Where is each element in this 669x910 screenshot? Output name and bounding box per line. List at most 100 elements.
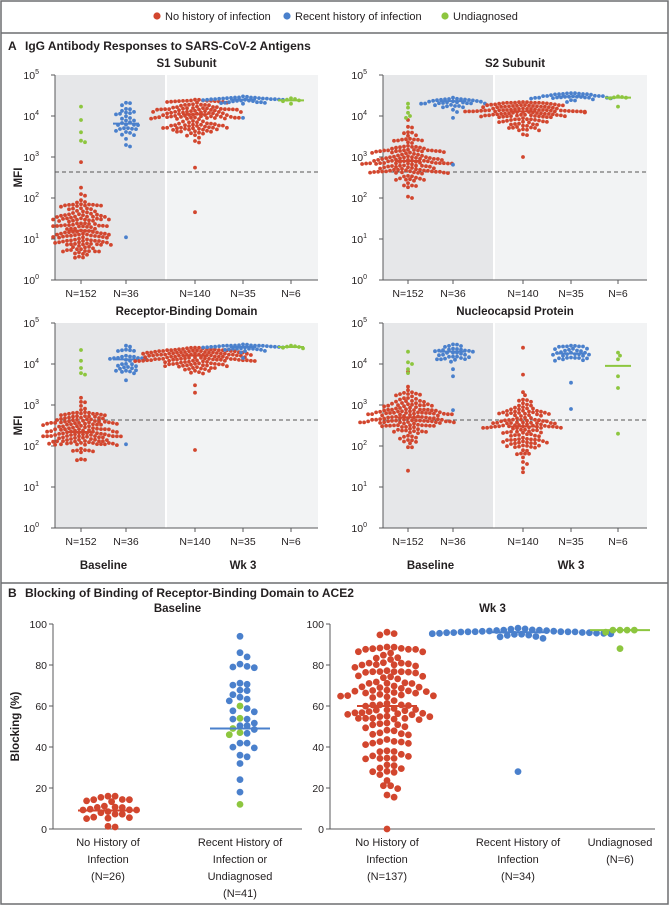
data-point — [539, 422, 543, 427]
data-point — [185, 133, 189, 138]
data-point — [365, 659, 373, 667]
data-point — [81, 209, 85, 214]
data-point — [424, 155, 428, 160]
data-point — [195, 365, 199, 369]
data-point — [501, 114, 505, 119]
data-point — [195, 124, 199, 128]
data-point — [75, 417, 79, 422]
data-point — [616, 645, 624, 652]
data-point — [187, 124, 191, 128]
data-point — [207, 350, 211, 355]
data-point — [511, 104, 515, 108]
plot-receptor-binding-domain: Receptor-Binding DomainMFI10010110210310… — [13, 306, 318, 572]
data-point — [438, 421, 442, 425]
data-point — [547, 112, 551, 116]
data-point — [432, 424, 436, 428]
data-point — [438, 169, 442, 174]
data-point — [483, 108, 487, 113]
data-point — [183, 350, 187, 354]
data-point — [499, 104, 503, 109]
data-point — [410, 162, 414, 167]
data-point — [165, 355, 170, 360]
data-point — [61, 234, 65, 239]
data-point — [75, 448, 79, 453]
data-point — [169, 348, 174, 353]
data-point — [132, 133, 136, 138]
data-point — [217, 354, 221, 359]
data-point — [67, 415, 71, 420]
data-point — [447, 347, 451, 352]
data-point — [221, 362, 225, 367]
data-point — [53, 421, 57, 425]
data-point — [430, 160, 434, 165]
data-point — [539, 111, 543, 116]
data-point — [71, 206, 75, 211]
data-point — [446, 412, 450, 417]
legend-marker-recent-history — [283, 12, 291, 20]
plot-nucleocapsid-protein: Nucleocapsid Protein100101102103104105N=… — [351, 306, 647, 572]
data-point — [77, 421, 81, 425]
data-point — [236, 693, 244, 701]
data-point — [410, 196, 414, 200]
data-point — [124, 343, 128, 348]
data-point — [380, 169, 384, 174]
data-point — [412, 662, 419, 670]
data-point — [378, 421, 382, 425]
data-point — [199, 355, 203, 360]
data-point — [525, 406, 529, 411]
data-point — [505, 430, 509, 435]
data-point — [93, 419, 97, 423]
data-point — [169, 114, 174, 119]
data-point — [575, 348, 579, 353]
data-point — [79, 408, 83, 412]
data-point — [455, 342, 459, 347]
data-point — [495, 112, 499, 117]
data-point — [77, 212, 81, 217]
data-point — [79, 395, 83, 400]
period-label-wk3: Wk 3 — [230, 560, 257, 572]
data-point — [97, 435, 101, 440]
data-point — [147, 353, 152, 358]
data-point — [541, 119, 545, 124]
data-point — [365, 708, 373, 715]
data-point — [77, 254, 81, 259]
data-point — [107, 420, 111, 425]
data-point — [517, 107, 521, 111]
y-tick-label: 105 — [23, 69, 39, 82]
data-point — [565, 91, 569, 96]
data-point — [111, 792, 119, 800]
data-point — [223, 358, 227, 363]
data-point — [236, 714, 244, 722]
data-point — [414, 391, 418, 396]
data-point — [51, 224, 55, 229]
data-point — [521, 132, 525, 137]
data-point — [412, 170, 416, 175]
data-point — [99, 231, 103, 236]
data-point — [61, 239, 65, 244]
data-point — [432, 166, 436, 171]
data-point — [159, 352, 164, 357]
data-point — [205, 363, 209, 368]
data-point — [597, 94, 601, 98]
data-point — [553, 92, 557, 97]
data-point — [189, 345, 193, 350]
data-point — [517, 403, 521, 408]
data-point — [414, 184, 418, 188]
data-point — [471, 349, 475, 354]
data-point — [515, 416, 519, 421]
data-point — [71, 425, 75, 430]
data-point — [201, 106, 205, 110]
data-point — [398, 397, 402, 402]
data-point — [83, 457, 87, 462]
data-point — [167, 107, 172, 112]
data-point — [362, 420, 366, 425]
data-point — [177, 108, 181, 113]
data-point — [171, 127, 176, 132]
data-point — [95, 242, 99, 247]
data-point — [507, 126, 511, 130]
data-point — [241, 94, 245, 99]
data-point — [416, 171, 420, 175]
data-point — [243, 722, 251, 729]
data-point — [408, 430, 412, 435]
data-point — [241, 101, 245, 106]
